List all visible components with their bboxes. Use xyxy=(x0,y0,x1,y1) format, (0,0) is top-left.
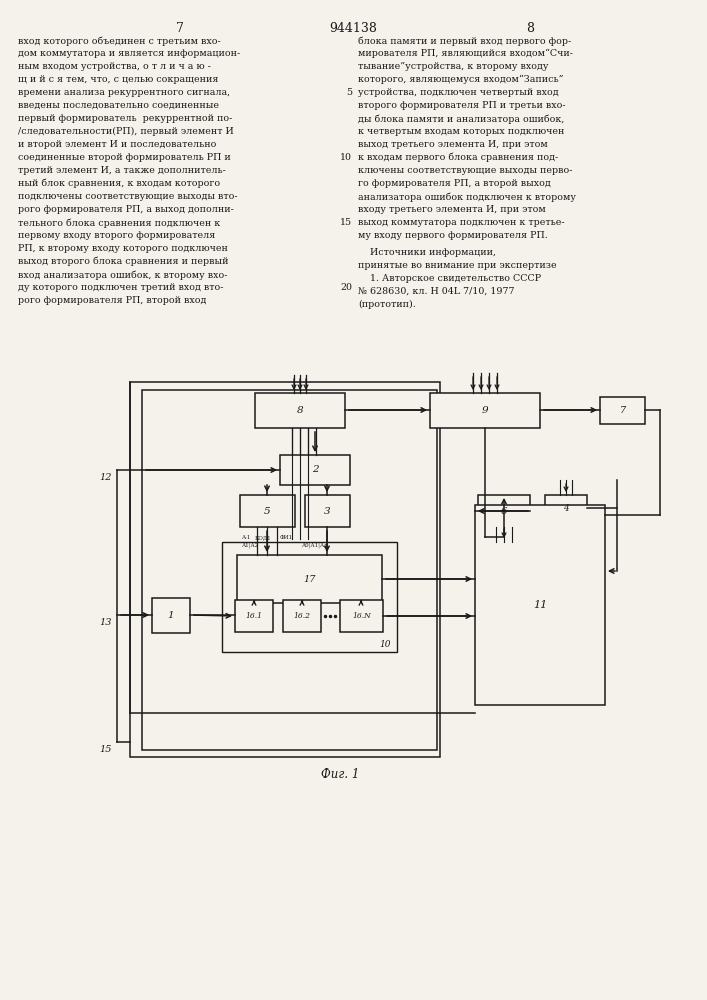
Bar xyxy=(545,495,587,522)
Text: анализатора ошибок подключен к второму: анализатора ошибок подключен к второму xyxy=(358,192,576,202)
Bar xyxy=(240,495,295,527)
Text: к входам первого блока сравнения под-: к входам первого блока сравнения под- xyxy=(358,153,559,162)
Text: введены последовательно соединенные: введены последовательно соединенные xyxy=(18,101,219,110)
Text: А0|А1|Ад: А0|А1|Ад xyxy=(302,543,329,548)
Text: устройства, подключен четвертый вход: устройства, подключен четвертый вход xyxy=(358,88,559,97)
Text: ду которого подключен третий вход вто-: ду которого подключен третий вход вто- xyxy=(18,283,223,292)
Text: 6: 6 xyxy=(501,506,508,516)
Text: выход коммутатора подключен к третье-: выход коммутатора подключен к третье- xyxy=(358,218,565,227)
Text: 10: 10 xyxy=(379,640,390,649)
Text: ФИ1: ФИ1 xyxy=(280,535,293,540)
Text: РП, к второму входу которого подключен: РП, к второму входу которого подключен xyxy=(18,244,228,253)
Text: вход которого объединен с третьим вхо-: вход которого объединен с третьим вхо- xyxy=(18,36,221,45)
Text: 13: 13 xyxy=(100,618,112,627)
Text: 15: 15 xyxy=(340,218,352,227)
Text: 16.1: 16.1 xyxy=(245,612,262,620)
Text: входу третьего элемента И, при этом: входу третьего элемента И, при этом xyxy=(358,205,546,214)
Bar xyxy=(340,600,383,632)
Text: 16.N: 16.N xyxy=(352,612,371,620)
Text: 5: 5 xyxy=(264,506,271,516)
Text: рого формирователя РП, а выход дополни-: рого формирователя РП, а выход дополни- xyxy=(18,205,234,214)
Text: рого формирователя РП, второй вход: рого формирователя РП, второй вход xyxy=(18,296,206,305)
Text: /следовательности(РП), первый элемент И: /следовательности(РП), первый элемент И xyxy=(18,127,234,136)
Text: 7: 7 xyxy=(176,22,184,35)
Bar xyxy=(255,393,345,428)
Bar xyxy=(222,542,397,652)
Bar xyxy=(283,600,321,632)
Text: 1. Авторское свидетельство СССР: 1. Авторское свидетельство СССР xyxy=(358,274,541,283)
Text: времени анализа рекуррентного сигнала,: времени анализа рекуррентного сигнала, xyxy=(18,88,230,97)
Text: Фиг. 1: Фиг. 1 xyxy=(321,768,359,781)
Text: № 628630, кл. H 04L 7/10, 1977: № 628630, кл. H 04L 7/10, 1977 xyxy=(358,287,515,296)
Text: третий элемент И, а также дополнитель-: третий элемент И, а также дополнитель- xyxy=(18,166,226,175)
Text: КОД1: КОД1 xyxy=(255,535,271,540)
Text: 2: 2 xyxy=(312,466,318,475)
Text: первому входу второго формирователя: первому входу второго формирователя xyxy=(18,231,216,240)
Bar xyxy=(478,495,530,527)
Text: первый формирователь  рекуррентной по-: первый формирователь рекуррентной по- xyxy=(18,114,233,123)
Text: Источники информации,: Источники информации, xyxy=(358,248,496,257)
Text: 9: 9 xyxy=(481,406,489,415)
Text: го формирователя РП, а второй выход: го формирователя РП, а второй выход xyxy=(358,179,551,188)
Text: 11: 11 xyxy=(533,600,547,610)
Bar xyxy=(475,505,605,705)
Bar xyxy=(142,390,437,750)
Text: блока памяти и первый вход первого фор-: блока памяти и первый вход первого фор- xyxy=(358,36,571,45)
Bar xyxy=(130,382,440,757)
Text: 944138: 944138 xyxy=(329,22,377,35)
Text: 17: 17 xyxy=(303,574,316,584)
Text: соединенные второй формирователь РП и: соединенные второй формирователь РП и xyxy=(18,153,230,162)
Text: дом коммутатора и является информацион-: дом коммутатора и является информацион- xyxy=(18,49,240,58)
Text: 10: 10 xyxy=(340,153,352,162)
Text: 16.2: 16.2 xyxy=(293,612,310,620)
Text: 8: 8 xyxy=(526,22,534,35)
Text: ключены соответствующие выходы перво-: ключены соответствующие выходы перво- xyxy=(358,166,573,175)
Bar xyxy=(152,598,190,633)
Text: принятые во внимание при экспертизе: принятые во внимание при экспертизе xyxy=(358,261,556,270)
Text: 1: 1 xyxy=(168,611,175,620)
Text: А·1: А·1 xyxy=(242,535,252,540)
Text: вход анализатора ошибок, к второму вхо-: вход анализатора ошибок, к второму вхо- xyxy=(18,270,228,279)
Text: му входу первого формирователя РП.: му входу первого формирователя РП. xyxy=(358,231,548,240)
Text: 8: 8 xyxy=(297,406,303,415)
Text: 4: 4 xyxy=(563,504,569,513)
Text: (прототип).: (прототип). xyxy=(358,300,416,309)
Text: 15: 15 xyxy=(100,745,112,754)
Text: мирователя РП, являющийся входом“Счи-: мирователя РП, являющийся входом“Счи- xyxy=(358,49,573,58)
Text: второго формирователя РП и третьи вхо-: второго формирователя РП и третьи вхо- xyxy=(358,101,566,110)
Text: подключены соответствующие выходы вто-: подключены соответствующие выходы вто- xyxy=(18,192,238,201)
Text: 20: 20 xyxy=(340,283,352,292)
Bar xyxy=(235,600,273,632)
Text: тельного блока сравнения подключен к: тельного блока сравнения подключен к xyxy=(18,218,221,228)
Bar xyxy=(600,397,645,424)
Text: щ и й с я тем, что, с целью сокращения: щ и й с я тем, что, с целью сокращения xyxy=(18,75,218,84)
Text: и второй элемент И и последовательно: и второй элемент И и последовательно xyxy=(18,140,216,149)
Text: выход третьего элемента И, при этом: выход третьего элемента И, при этом xyxy=(358,140,548,149)
Text: 5: 5 xyxy=(346,88,352,97)
Text: 3: 3 xyxy=(325,506,331,516)
Text: тывание”устройства, к второму входу: тывание”устройства, к второму входу xyxy=(358,62,549,71)
Bar xyxy=(280,455,350,485)
Bar xyxy=(305,495,350,527)
Text: ды блока памяти и анализатора ошибок,: ды блока памяти и анализатора ошибок, xyxy=(358,114,564,123)
Text: которого, являющемуся входом“Запись”: которого, являющемуся входом“Запись” xyxy=(358,75,563,84)
Text: к четвертым входам которых подключен: к четвертым входам которых подключен xyxy=(358,127,564,136)
Text: ным входом устройства, о т л и ч а ю -: ным входом устройства, о т л и ч а ю - xyxy=(18,62,211,71)
Bar xyxy=(430,393,540,428)
Bar xyxy=(237,555,382,603)
Text: 7: 7 xyxy=(619,406,626,415)
Text: А1|А2: А1|А2 xyxy=(242,543,259,548)
Text: 12: 12 xyxy=(100,473,112,482)
Text: ный блок сравнения, к входам которого: ный блок сравнения, к входам которого xyxy=(18,179,220,188)
Text: выход второго блока сравнения и первый: выход второго блока сравнения и первый xyxy=(18,257,228,266)
